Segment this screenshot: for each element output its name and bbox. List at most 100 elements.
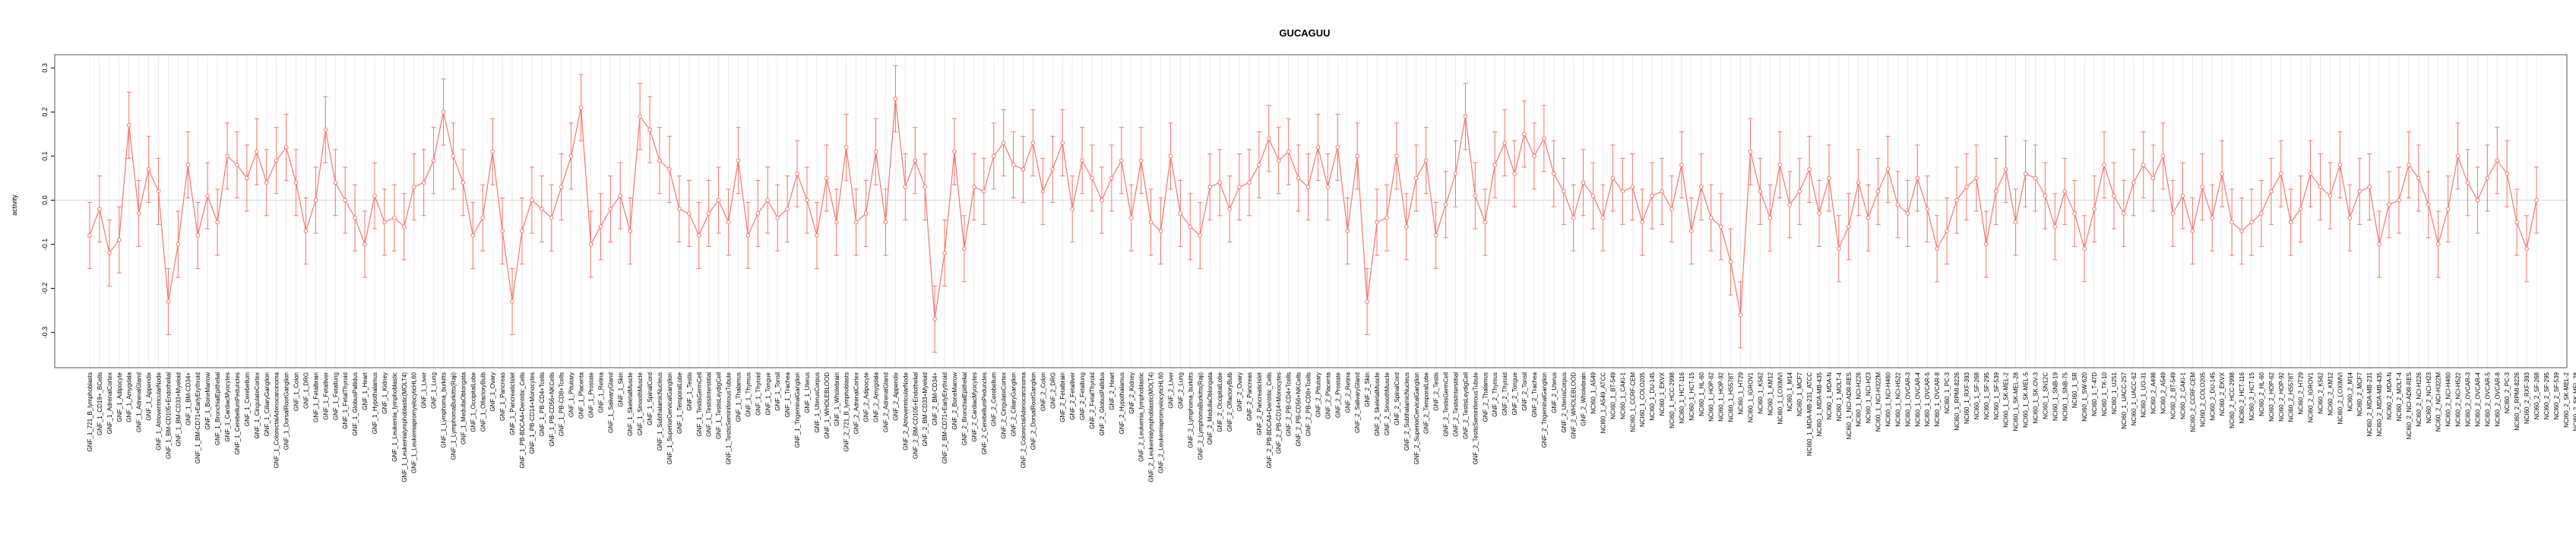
data-point — [1335, 145, 1340, 150]
x-tick-label: GNF_2_BoneMarrow — [951, 372, 958, 430]
x-tick-label: NCI60_2_HCC-2998 — [2229, 372, 2236, 428]
data-point — [451, 153, 456, 159]
data-point — [2465, 180, 2470, 185]
data-point — [1817, 211, 1821, 216]
data-point — [1433, 233, 1438, 238]
data-point — [1984, 242, 1989, 247]
data-point — [657, 158, 662, 163]
x-tick-label: NCI60_1_SNB-75 — [2062, 372, 2068, 421]
data-point — [1993, 189, 1998, 194]
data-point — [392, 215, 397, 220]
x-tick-label: GNF_2_CerebellumPeduncles — [981, 372, 988, 455]
x-tick-label: NCI60_1_M14 — [1786, 372, 1793, 411]
data-points — [87, 96, 2539, 321]
x-tick-label: NCI60_1_SK-OV-3 — [2032, 372, 2039, 423]
x-tick-label: GNF_1_Testis — [686, 372, 693, 411]
data-point — [952, 149, 957, 154]
data-point — [1168, 153, 1173, 159]
data-point — [726, 220, 731, 225]
x-tick-label: GNF_1_Lung — [431, 372, 438, 409]
data-point — [1394, 153, 1399, 159]
data-point — [353, 215, 357, 220]
x-tick-label: NCI60_1_HL-60 — [1698, 372, 1705, 416]
x-tick-label: NCI60_1_SW-620 — [2081, 372, 2088, 421]
x-tick-label: GNF_2_TemporalLobe — [1423, 372, 1430, 433]
x-tick-label: NCI60_1_DU-145 — [1649, 372, 1656, 420]
x-tick-label: NCI60_2_RXF-393 — [2524, 372, 2530, 424]
x-tick-label: NCI60_2_COLO205 — [2199, 372, 2206, 427]
data-point — [588, 242, 593, 247]
x-tick-label: GNF_2_BronchialEpithelial — [961, 372, 968, 445]
x-tick-label: GNF_2_Tonsil — [1521, 372, 1528, 411]
x-tick-label: NCI60_1_IGROV1 — [1747, 372, 1754, 422]
data-point — [421, 180, 426, 185]
x-tick-label: NCI60_2_MCF7 — [2356, 372, 2363, 416]
data-point — [166, 299, 171, 304]
data-point — [2367, 185, 2372, 189]
data-point — [1522, 131, 1527, 137]
x-tick-label: NCI60_1_HCT-116 — [1679, 372, 1685, 423]
x-tick-label: GNF_2_PancreaticIslet — [1256, 372, 1263, 435]
x-tick-label: NCI60_2_HOP-92 — [2278, 372, 2285, 421]
data-point — [618, 193, 623, 198]
data-point — [755, 211, 761, 216]
data-point — [716, 198, 721, 203]
data-point — [313, 198, 318, 203]
data-point — [834, 220, 839, 225]
x-tick-label: GNF_2_Lung — [1177, 372, 1184, 409]
x-tick-label: GNF_2_CiliaryGanglion — [1011, 372, 1017, 436]
x-tick-label: GNF_1_LeukemiapromyelocyticHL60 — [411, 372, 418, 473]
data-point — [1119, 158, 1124, 163]
x-tick-label: GNF_1_Liver — [421, 372, 428, 409]
data-point — [2514, 220, 2519, 225]
data-point — [1413, 175, 1419, 181]
x-tick-label: GNF_1_LymphomaBurkitts(Raji) — [450, 372, 457, 460]
x-tick-label: GNF_2_Appendix — [892, 372, 899, 421]
x-tick-label: NCI60_1_NCI-H322M — [1875, 372, 1882, 432]
data-point — [215, 220, 220, 225]
x-tick-label: GNF_1_SmoothMuscle — [637, 372, 644, 435]
data-point — [2397, 198, 2401, 203]
data-point — [893, 96, 898, 101]
x-tick-label: GNF_1_BM-CD33+Myeloid — [175, 372, 182, 447]
x-tick-label: GNF_1_Tongue — [764, 372, 771, 415]
data-point — [1581, 180, 1586, 185]
data-point — [510, 299, 514, 304]
x-tick-label: GNF_2_FetalThyroid — [1089, 372, 1096, 429]
data-point — [2426, 202, 2431, 207]
x-tick-label: GNF_2_Heart — [1109, 372, 1116, 410]
data-point — [863, 211, 869, 216]
x-tick-label: GNF_1_Uterus — [804, 372, 811, 413]
data-point — [1030, 141, 1036, 145]
data-point — [126, 123, 131, 128]
data-point — [274, 158, 279, 163]
data-point — [873, 149, 878, 154]
x-tick-label: NCI60_1_HOP-92 — [1718, 372, 1725, 421]
x-tick-label: GNF_1_Lymphoma_burkitts — [441, 372, 448, 448]
data-point — [1777, 163, 1783, 167]
data-point — [195, 233, 201, 238]
data-point — [853, 220, 859, 225]
x-tick-label: GNF_1_ColorectalAdenocarcinoma — [274, 372, 280, 468]
x-tick-label: NCI60_2_OVCAR-8 — [2494, 372, 2501, 426]
x-tick-label: GNF_2_GlobusPallidus — [1099, 372, 1106, 436]
data-point — [1846, 224, 1851, 229]
data-point — [1650, 193, 1654, 198]
x-tick-label: GNF_2_LeukemiapromyelocyticHL60 — [1158, 372, 1165, 473]
x-tick-label: NCI60_2_MDA-N — [2386, 372, 2393, 419]
data-point — [1925, 207, 1930, 211]
data-point — [745, 233, 751, 238]
data-point — [264, 180, 269, 185]
x-tick-label: NCI60_2_BT-549 — [2170, 372, 2177, 419]
x-tick-label: NCI60_2_PC-3 — [2504, 372, 2511, 413]
x-tick-label: GNF_2_Leukemia_lymphoblastic — [1138, 372, 1145, 462]
data-point — [736, 158, 741, 163]
data-point — [2435, 242, 2441, 247]
data-point — [1355, 153, 1359, 159]
x-tick-label: GNF_1_CardiacMyocytes — [224, 372, 231, 442]
x-tick-label: GNF_1_CerebellumPeduncles — [234, 372, 241, 455]
data-point — [1669, 207, 1674, 211]
y-tick-label: -0.1 — [41, 239, 49, 251]
x-tick-label: GNF_1_Colon — [293, 372, 300, 411]
x-tick-label: NCI60_1_HT29 — [1738, 372, 1745, 414]
